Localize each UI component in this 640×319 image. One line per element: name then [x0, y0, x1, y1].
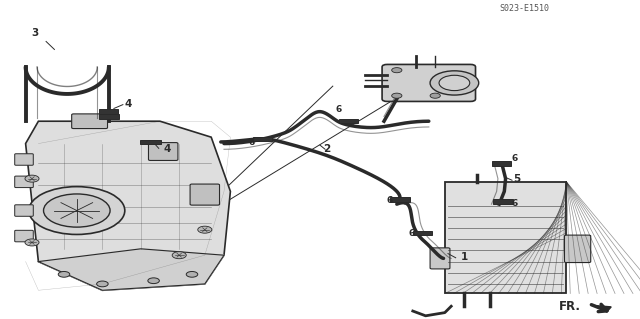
Bar: [99, 109, 118, 114]
Circle shape: [25, 239, 39, 246]
Circle shape: [44, 194, 110, 227]
Text: 6: 6: [387, 196, 393, 204]
FancyBboxPatch shape: [564, 235, 591, 263]
Polygon shape: [26, 121, 230, 290]
FancyBboxPatch shape: [15, 176, 33, 188]
FancyBboxPatch shape: [430, 248, 450, 269]
FancyBboxPatch shape: [15, 230, 33, 242]
FancyBboxPatch shape: [445, 182, 566, 293]
Text: 6: 6: [512, 199, 518, 208]
Bar: [413, 231, 432, 235]
Text: 5: 5: [513, 174, 520, 184]
Bar: [493, 199, 513, 204]
Polygon shape: [38, 249, 224, 290]
Bar: [140, 140, 161, 144]
Text: 3: 3: [31, 28, 39, 39]
Circle shape: [172, 252, 186, 259]
Bar: [390, 197, 410, 202]
Circle shape: [29, 187, 125, 234]
FancyBboxPatch shape: [15, 154, 33, 165]
FancyBboxPatch shape: [148, 143, 178, 160]
FancyBboxPatch shape: [15, 205, 33, 216]
Circle shape: [430, 71, 479, 95]
FancyBboxPatch shape: [382, 64, 476, 101]
Text: 2: 2: [323, 144, 330, 153]
Text: 6: 6: [512, 154, 518, 163]
Circle shape: [392, 68, 402, 73]
Polygon shape: [595, 306, 611, 312]
Circle shape: [430, 93, 440, 98]
Circle shape: [186, 271, 198, 277]
FancyBboxPatch shape: [190, 184, 220, 205]
Circle shape: [58, 271, 70, 277]
Circle shape: [392, 93, 402, 98]
Bar: [492, 161, 511, 166]
FancyBboxPatch shape: [72, 114, 108, 129]
Circle shape: [97, 281, 108, 287]
Bar: [99, 114, 119, 119]
Bar: [253, 137, 272, 141]
Text: 6: 6: [248, 138, 255, 147]
Text: 6: 6: [408, 229, 415, 238]
Text: S023-E1510: S023-E1510: [500, 4, 550, 13]
Text: FR.: FR.: [559, 300, 580, 313]
Circle shape: [439, 75, 470, 91]
Circle shape: [25, 175, 39, 182]
Text: 4: 4: [163, 144, 171, 153]
Circle shape: [148, 278, 159, 284]
Circle shape: [198, 226, 212, 233]
Text: 1: 1: [461, 252, 468, 262]
Bar: [339, 119, 358, 123]
Text: 6: 6: [335, 105, 342, 114]
Text: 4: 4: [125, 99, 132, 109]
